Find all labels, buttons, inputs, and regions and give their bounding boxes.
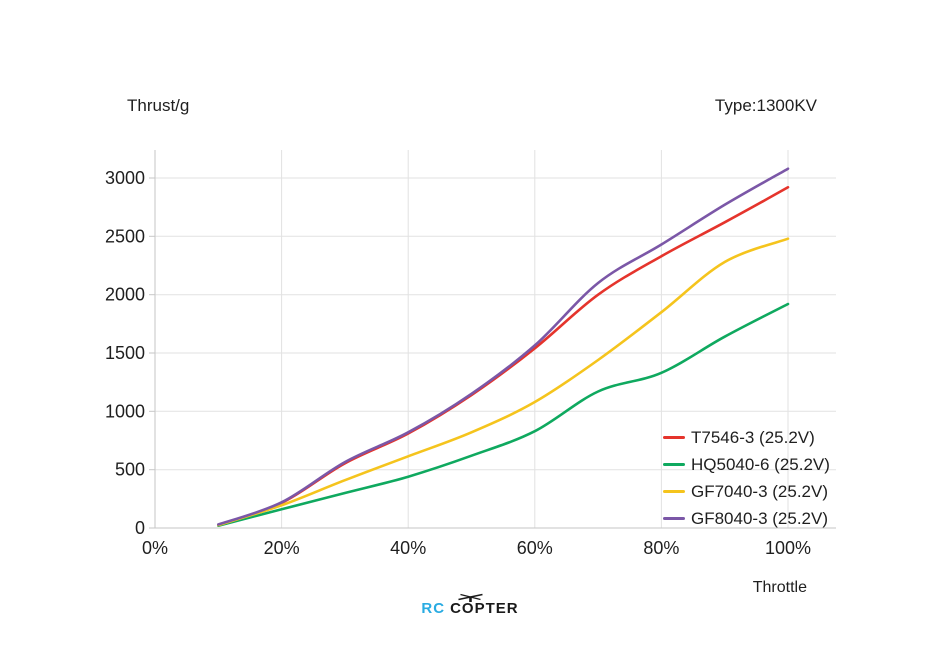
y-tick-label: 2500 <box>105 226 145 246</box>
x-tick-label: 100% <box>765 538 811 558</box>
y-tick-label: 1000 <box>105 401 145 421</box>
legend-label: GF7040-3 (25.2V) <box>691 481 829 501</box>
x-tick-label: 0% <box>142 538 168 558</box>
series-line-GF7040-3 <box>217 237 790 527</box>
series-line-HQ5040-6 <box>217 302 790 527</box>
x-tick-label: 20% <box>264 538 300 558</box>
helicopter-rotor-icon <box>458 593 483 602</box>
y-axis-title: Thrust/g <box>127 96 190 115</box>
legend-label: GF8040-3 (25.2V) <box>691 508 829 528</box>
x-tick-label: 80% <box>643 538 679 558</box>
y-tick-label: 500 <box>115 460 145 480</box>
legend-item-2: GF7040-3 (25.2V) <box>663 478 830 505</box>
logo-copter-text: C O PTER <box>450 593 519 617</box>
x-axis-title: Throttle <box>752 579 807 596</box>
x-tick-label: 40% <box>390 538 426 558</box>
y-tick-label: 2000 <box>105 285 145 305</box>
logo-rc-text: RC <box>421 600 446 617</box>
legend-swatch <box>663 436 685 439</box>
legend-swatch <box>663 490 685 493</box>
series-line-GF8040-3 <box>217 167 790 526</box>
logo-letter-o: O <box>458 593 483 616</box>
logo-letter: C <box>450 600 462 617</box>
legend-item-1: HQ5040-6 (25.2V) <box>663 451 830 478</box>
logo-letters: PTER <box>474 600 519 617</box>
y-tick-label: 1500 <box>105 343 145 363</box>
x-tick-label: 60% <box>517 538 553 558</box>
legend-item-0: T7546-3 (25.2V) <box>663 424 830 451</box>
chart-legend: T7546-3 (25.2V) HQ5040-6 (25.2V) GF7040-3 … <box>663 424 830 532</box>
chart-type-title: Type:1300KV <box>714 96 817 115</box>
y-tick-label: 0 <box>135 518 145 538</box>
legend-swatch <box>663 517 685 520</box>
legend-label: T7546-3 (25.2V) <box>691 427 815 447</box>
legend-item-3: GF8040-3 (25.2V) <box>663 505 830 532</box>
legend-swatch <box>663 463 685 466</box>
y-tick-label: 3000 <box>105 168 145 188</box>
legend-label: HQ5040-6 (25.2V) <box>691 454 830 474</box>
rc-copter-logo: RC C O PTER <box>421 593 519 617</box>
